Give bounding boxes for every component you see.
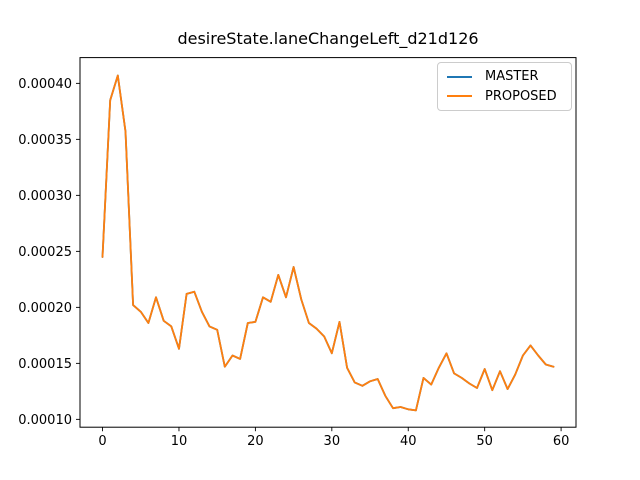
y-tick-label: 0.00025 — [18, 245, 72, 260]
series-line-master — [101, 74, 555, 412]
legend: MASTER PROPOSED — [437, 62, 572, 111]
x-tick-label: 0 — [98, 434, 106, 449]
x-tick-label: 40 — [400, 434, 417, 449]
y-tick-label: 0.00035 — [18, 133, 72, 148]
x-tick-label: 10 — [171, 434, 188, 449]
y-tick-label: 0.00020 — [18, 301, 72, 316]
y-tick-label: 0.00010 — [18, 413, 72, 428]
y-tick-label: 0.00030 — [18, 189, 72, 204]
legend-entry-master: MASTER — [447, 70, 562, 83]
x-tick-label: 30 — [324, 434, 341, 449]
legend-entry-proposed: PROPOSED — [447, 90, 562, 103]
x-tick-label: 20 — [247, 434, 264, 449]
chart-title: desireState.laneChangeLeft_d21d126 — [177, 29, 479, 48]
legend-label-proposed: PROPOSED — [485, 88, 557, 104]
x-tick-label: 50 — [476, 434, 493, 449]
proposed-line-swatch — [447, 95, 472, 98]
y-tick-label: 0.00015 — [18, 357, 72, 372]
master-line-swatch — [447, 75, 472, 78]
legend-label-master: MASTER — [485, 69, 539, 85]
x-tick-label: 60 — [553, 434, 570, 449]
axes-border — [79, 57, 577, 428]
y-tick-label: 0.00040 — [18, 77, 72, 92]
series-line-proposed — [101, 74, 555, 412]
